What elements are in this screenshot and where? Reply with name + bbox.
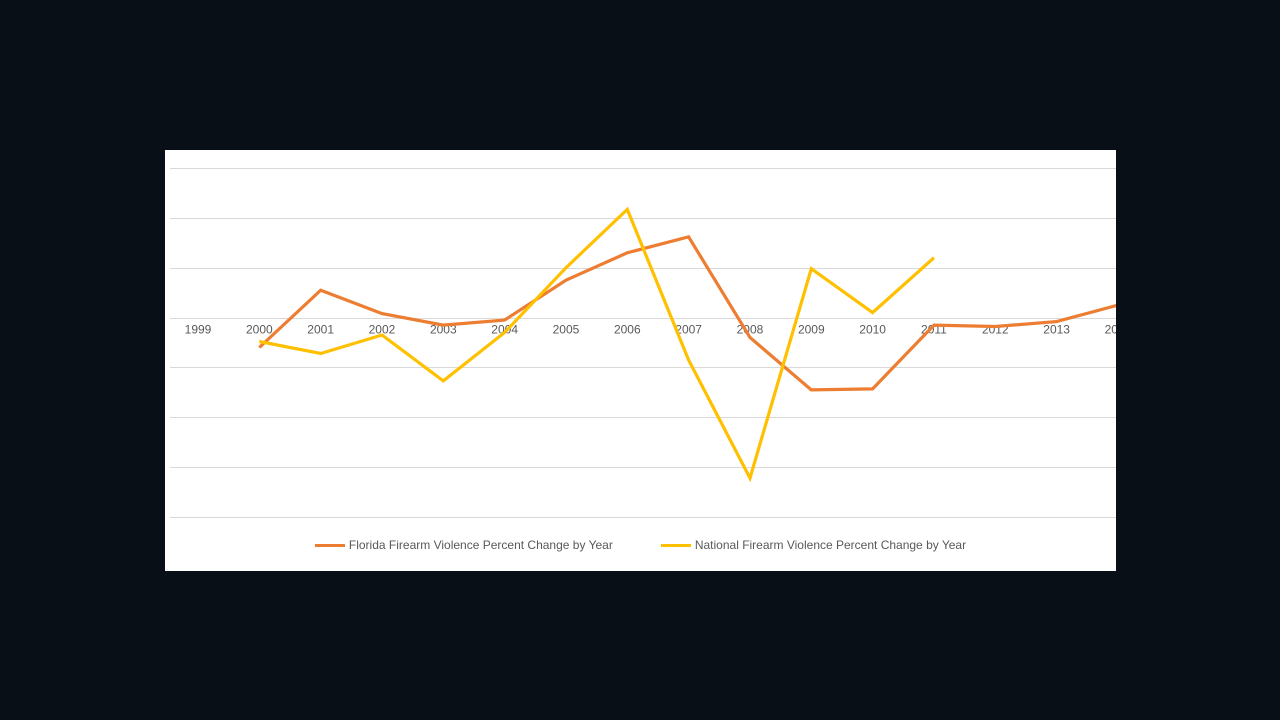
x-tick-label: 2000: [246, 323, 273, 337]
x-tick-label: 2014: [1105, 323, 1116, 337]
x-tick-label: 2010: [859, 323, 886, 337]
x-tick-label: 2004: [491, 323, 518, 337]
x-tick-label: 2001: [307, 323, 334, 337]
series-lines: [258, 206, 1116, 483]
legend-item-national: National Firearm Violence Percent Change…: [660, 538, 967, 552]
x-tick-label: 1999: [185, 323, 212, 337]
legend-swatch-florida: [314, 543, 345, 547]
legend-label-florida: Florida Firearm Violence Percent Change …: [348, 538, 613, 552]
gridlines: [170, 168, 1116, 518]
series-line-national: [258, 206, 936, 483]
series-line-florida: [258, 234, 1116, 392]
chart-panel: 1999 2000 2001 2002 2003 2004 2005 2006 2007 2008…: [165, 150, 1116, 571]
x-tick-label: 2007: [675, 323, 702, 337]
x-tick-label: 2006: [614, 323, 641, 337]
line-chart: 1999 2000 2001 2002 2003 2004 2005 2006 2007 2008…: [170, 168, 1116, 518]
x-tick-label: 2013: [1043, 323, 1070, 337]
legend-item-florida: Florida Firearm Violence Percent Change …: [314, 538, 613, 552]
legend: Florida Firearm Violence Percent Change …: [165, 538, 1116, 552]
x-tick-label: 2005: [553, 323, 580, 337]
x-tick-label: 2002: [369, 323, 396, 337]
x-tick-label: 2009: [798, 323, 825, 337]
legend-label-national: National Firearm Violence Percent Change…: [694, 538, 967, 552]
legend-swatch-national: [660, 543, 691, 547]
